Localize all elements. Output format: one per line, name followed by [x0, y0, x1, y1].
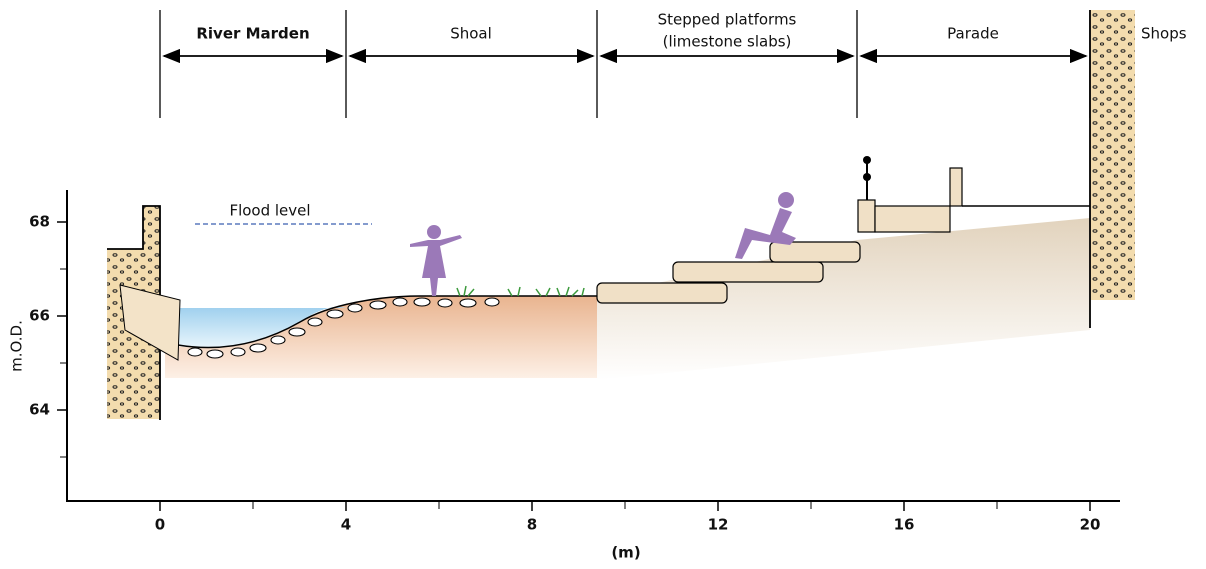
x-tick-label: 20 [1080, 516, 1101, 534]
x-tick-label: 0 [155, 516, 165, 534]
y-axis-label: m.O.D. [8, 320, 26, 372]
x-tick-label: 8 [527, 516, 537, 534]
y-tick-label: 68 [29, 213, 50, 231]
y-tick-label: 66 [29, 307, 50, 325]
x-tick-label: 4 [341, 516, 351, 534]
axes [66, 190, 1120, 502]
flood-label: Flood level [229, 202, 310, 220]
zone-label: Shoal [450, 25, 492, 43]
zone-label: Stepped platforms [658, 11, 797, 29]
y-tick-label: 64 [29, 401, 50, 419]
zone-label: River Marden [196, 25, 309, 43]
x-tick-label: 12 [708, 516, 729, 534]
scene [107, 10, 1135, 420]
shops-label: Shops [1141, 25, 1187, 43]
x-tick-label: 16 [894, 516, 915, 534]
x-axis-label: (m) [611, 544, 640, 562]
zone-label: (limestone slabs) [663, 33, 792, 51]
zone-label: Parade [947, 25, 999, 43]
